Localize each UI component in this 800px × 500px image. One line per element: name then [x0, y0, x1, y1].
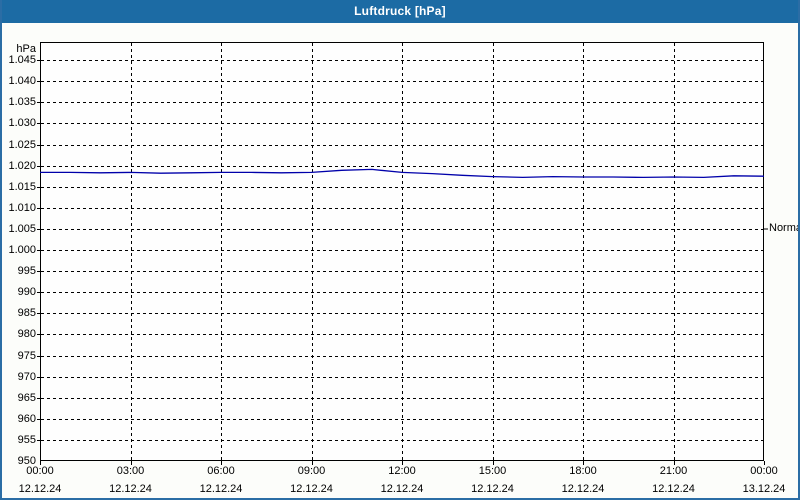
y-tick-label: 980 — [17, 328, 36, 341]
y-tick-label: 1.005 — [8, 222, 36, 235]
y-tick-label: 995 — [17, 265, 36, 278]
x-tick-time-label: 00:00 — [750, 465, 778, 477]
chart-area: hPa 1.045 1.040 1.035 1.030 1.025 1.020 1.015 1… — [2, 23, 798, 498]
x-tick-time-label: 18:00 — [569, 465, 597, 477]
y-tick-label: 985 — [17, 307, 36, 320]
y-tick-label: 1.040 — [8, 75, 36, 88]
x-tick-time-label: 15:00 — [478, 465, 507, 477]
y-tick-label: 1.030 — [8, 117, 36, 130]
y-axis-unit-label: hPa — [16, 43, 36, 55]
y-tick-label: 1.025 — [8, 138, 36, 151]
x-tick-date-label: 12.12.24 — [561, 483, 605, 495]
plot-background — [40, 42, 764, 461]
x-tick-date-label: 12.12.24 — [18, 483, 62, 495]
y-tick-label: 965 — [17, 391, 36, 404]
x-tick-date-label: 12.12.24 — [109, 483, 152, 495]
x-tick-time-label: 12:00 — [388, 465, 416, 477]
x-tick-time-label: 03:00 — [116, 465, 145, 477]
y-tick-label: 1.015 — [8, 180, 36, 193]
y-tick-label: 955 — [17, 433, 36, 446]
x-tick-time-label: 00:00 — [26, 465, 54, 477]
y-tick-label: 1.010 — [8, 201, 36, 214]
y-tick-label: 950 — [17, 455, 36, 467]
x-tick-date-label: 12.12.24 — [471, 483, 514, 495]
x-tick-date-label: 12.12.24 — [290, 483, 333, 495]
y-tick-label: 990 — [17, 286, 36, 299]
x-tick-date-label: 12.12.24 — [199, 483, 243, 495]
x-tick-time-label: 21:00 — [659, 465, 688, 477]
y-tick-label: 960 — [17, 412, 36, 425]
y-tick-label: 1.045 — [8, 54, 36, 67]
x-tick-date-label: 12.12.24 — [652, 483, 695, 495]
x-tick-time-label: 06:00 — [207, 465, 235, 477]
y-tick-label: 1.035 — [8, 96, 36, 109]
title-bar: Luftdruck [hPa] — [2, 0, 798, 23]
pressure-line-chart — [37, 42, 768, 465]
y-tick-label: 1.020 — [8, 159, 36, 172]
pressure-series-line — [40, 168, 765, 179]
y-tick-label: 975 — [17, 349, 36, 362]
y-tick-label: 1.000 — [8, 244, 36, 257]
x-tick-date-label: 12.12.24 — [380, 483, 424, 495]
y-tick-label: 970 — [17, 370, 36, 383]
normal-annotation: Normal — [769, 221, 798, 234]
x-tick-time-label: 09:00 — [297, 465, 326, 477]
x-tick-date-label: 13.12.24 — [742, 483, 786, 495]
window-title: Luftdruck [hPa] — [354, 4, 446, 18]
